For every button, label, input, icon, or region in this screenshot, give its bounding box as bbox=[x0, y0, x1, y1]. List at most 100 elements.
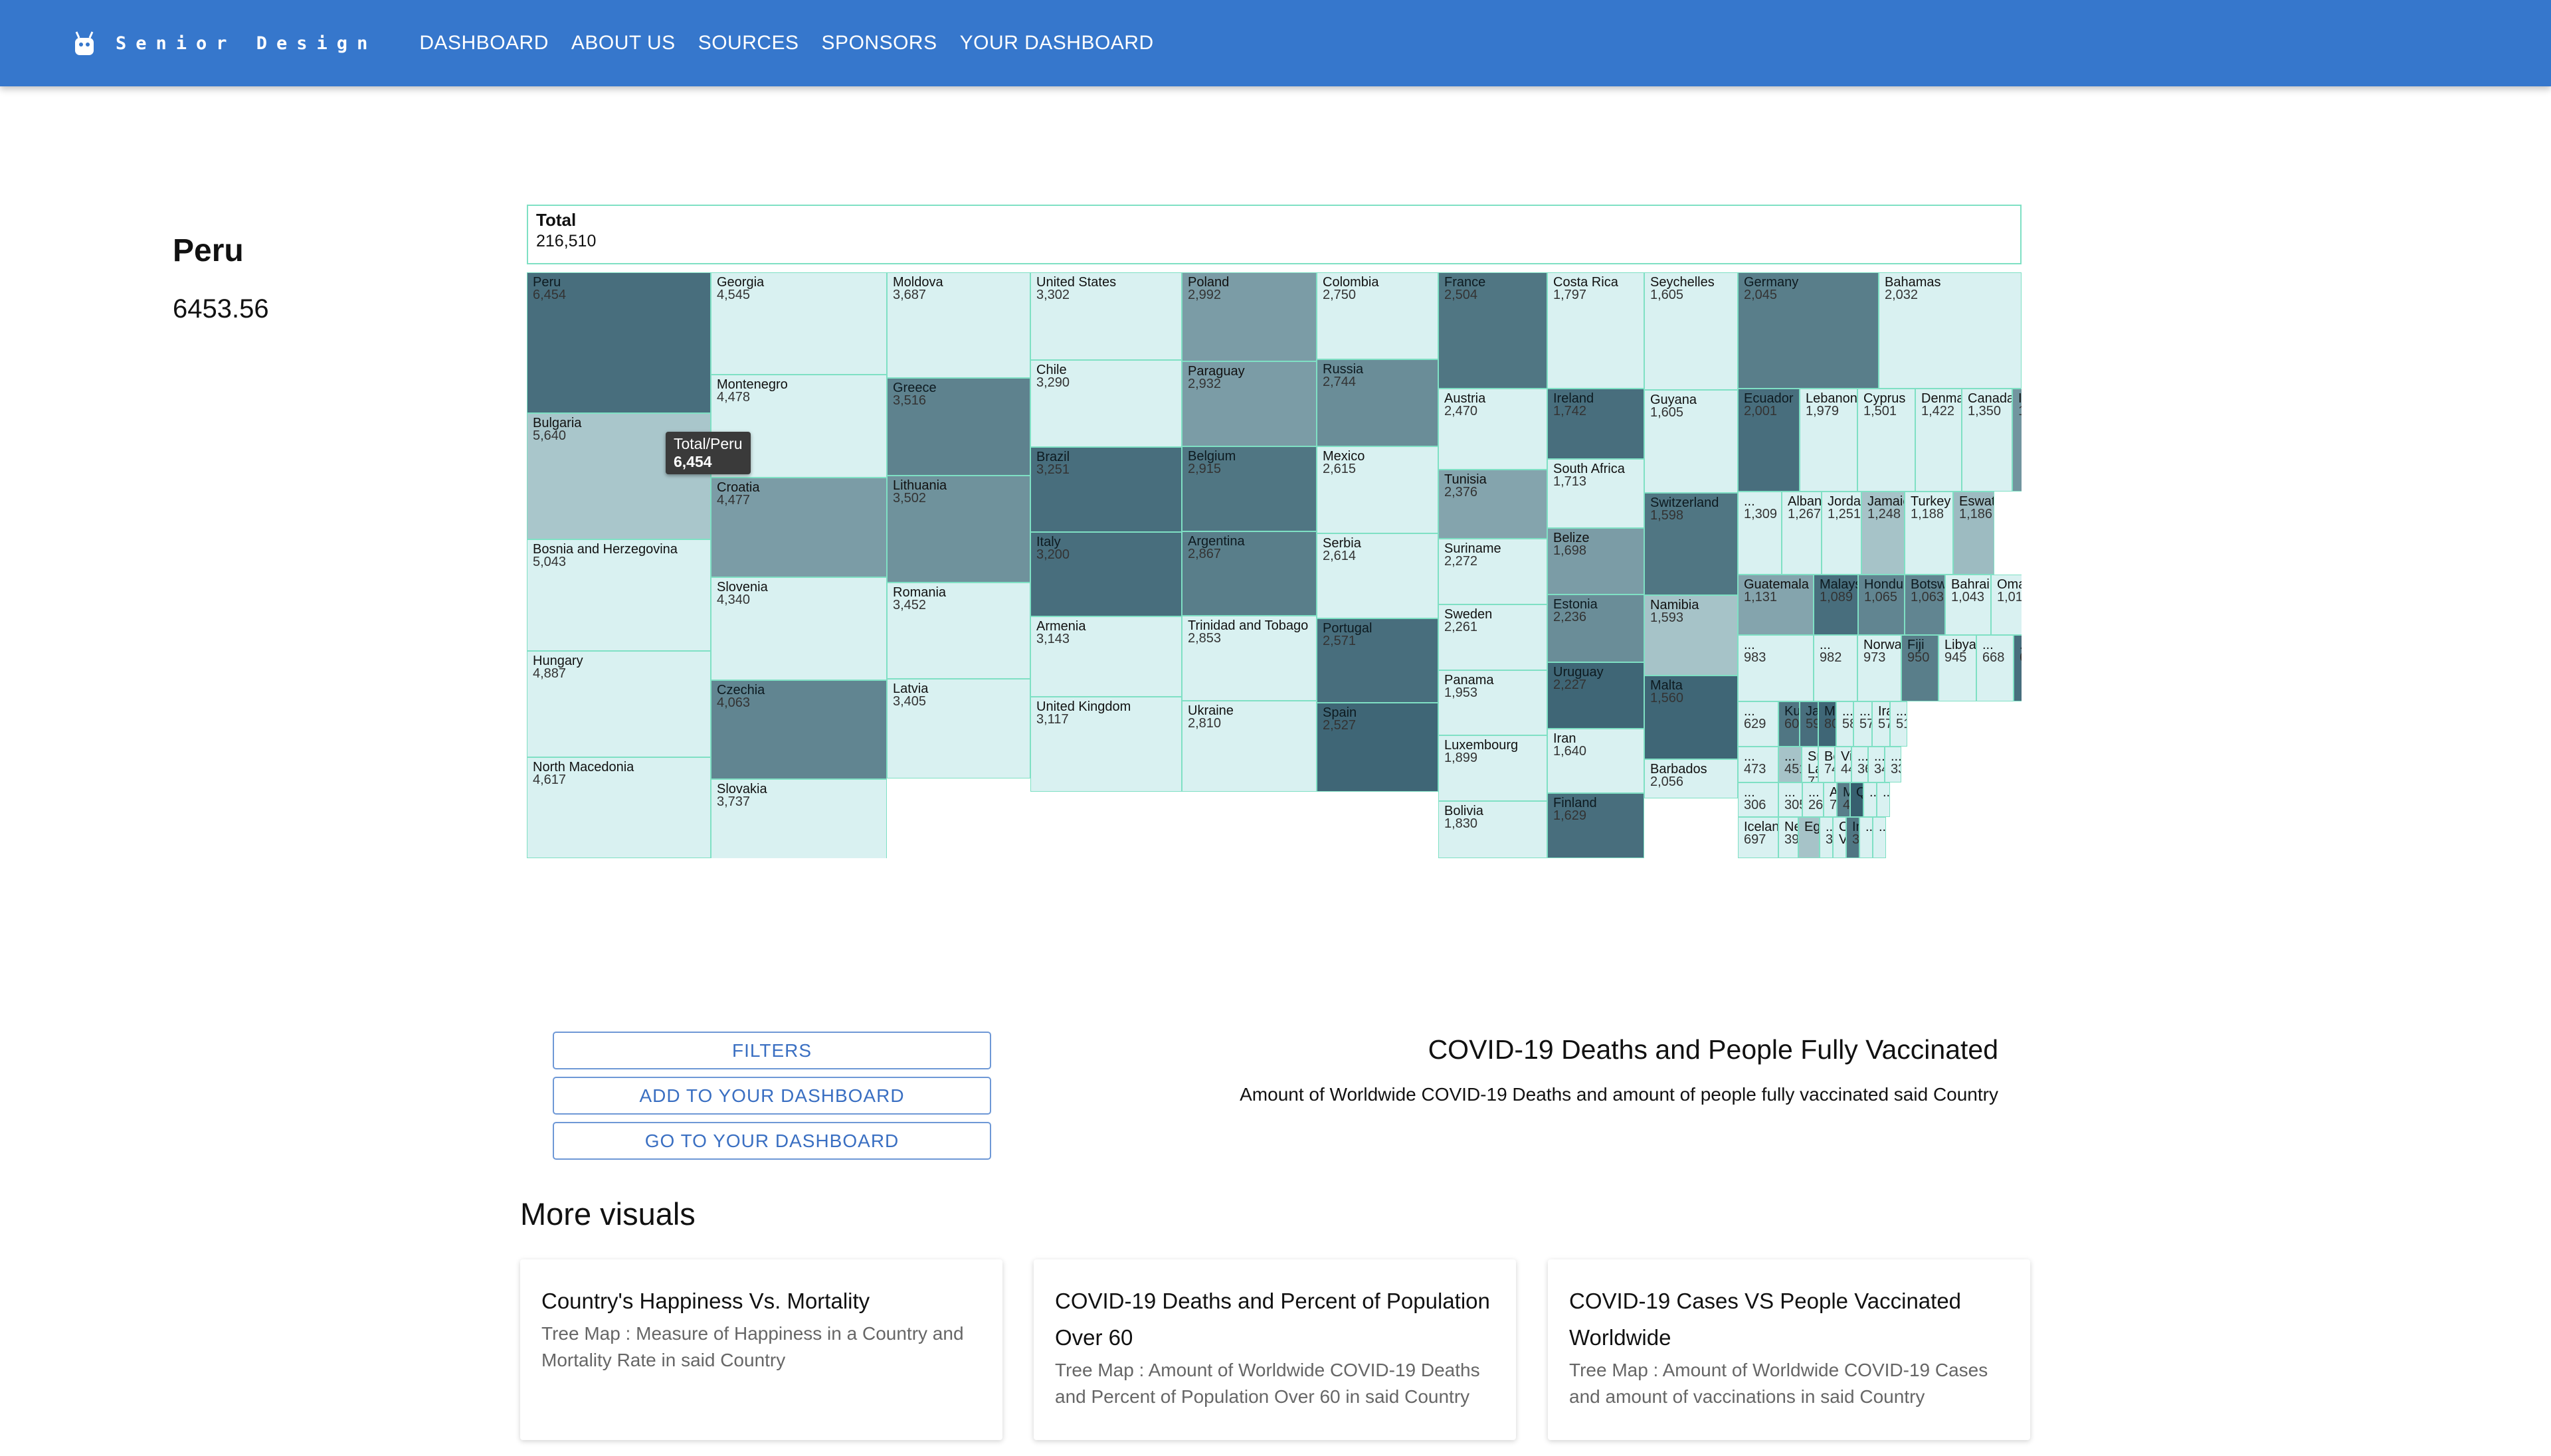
treemap-cell[interactable]: Israel1,311 bbox=[2012, 389, 2022, 492]
treemap-cell[interactable]: Fiji 950 bbox=[1901, 635, 1938, 701]
treemap-cell[interactable]: Kuwait602 bbox=[1778, 701, 1800, 747]
treemap-cell[interactable]: ...451 bbox=[1778, 747, 1802, 782]
treemap-cell[interactable]: Nepal393 bbox=[1778, 817, 1798, 858]
treemap-cell[interactable]: Estonia 2,236 bbox=[1547, 594, 1644, 662]
treemap-cell[interactable]: Slovenia 4,340 bbox=[711, 577, 887, 680]
treemap-cell[interactable]: ... bbox=[1863, 782, 1877, 817]
treemap-cell[interactable]: Denmark1,422 bbox=[1915, 389, 1962, 492]
treemap-cell[interactable]: ... 629 bbox=[1738, 701, 1778, 747]
treemap-cell[interactable]: ...660 bbox=[2014, 635, 2022, 701]
treemap-cell[interactable]: Peru 6,454 bbox=[527, 272, 711, 413]
filters-button[interactable]: FILTERS bbox=[553, 1032, 991, 1069]
treemap-cell[interactable]: Morocco435 bbox=[1837, 782, 1850, 817]
treemap-cell[interactable]: Hungary 4,887 bbox=[527, 651, 711, 757]
treemap-cell[interactable]: Czechia 4,063 bbox=[711, 680, 887, 779]
treemap-cell[interactable]: Serbia 2,614 bbox=[1317, 533, 1438, 618]
treemap-cell[interactable]: Austria 2,470 bbox=[1438, 389, 1547, 470]
treemap-cell[interactable]: ... 473 bbox=[1738, 747, 1778, 782]
treemap-cell[interactable]: Vietnam440 bbox=[1835, 747, 1851, 782]
treemap-cell[interactable]: Spain 2,527 bbox=[1317, 703, 1438, 792]
treemap-cell[interactable]: ... 668 bbox=[1976, 635, 2014, 701]
treemap-cell[interactable]: Jordan1,251 bbox=[1822, 492, 1861, 575]
treemap-cell[interactable]: Chile 3,290 bbox=[1030, 360, 1182, 447]
treemap-cell[interactable]: Armenia 3,143 bbox=[1030, 616, 1182, 697]
treemap-cell[interactable]: Belgium 2,915 bbox=[1182, 446, 1317, 531]
treemap-cell[interactable]: Jamaica1,248 bbox=[1861, 492, 1905, 575]
treemap-cell[interactable]: Ireland 1,742 bbox=[1547, 389, 1644, 459]
treemap-cell[interactable]: United States 3,302 bbox=[1030, 272, 1182, 360]
treemap-cell[interactable]: Oman1,011 bbox=[1991, 575, 2022, 635]
treemap-cell[interactable]: Argentina 2,867 bbox=[1182, 531, 1317, 616]
treemap-cell[interactable]: ...513 bbox=[1890, 701, 1907, 747]
treemap-cell[interactable]: Greece 3,516 bbox=[887, 378, 1030, 476]
treemap-cell[interactable]: France 2,504 bbox=[1438, 272, 1547, 389]
treemap-cell[interactable]: Egypt bbox=[1798, 817, 1820, 858]
treemap-cell[interactable]: Costa Rica 1,797 bbox=[1547, 272, 1644, 389]
treemap-cell[interactable]: Bahrain1,043 bbox=[1945, 575, 1991, 635]
treemap-cell[interactable]: Sri Lanka771 bbox=[1802, 747, 1818, 782]
treemap-cell[interactable]: Namibia 1,593 bbox=[1644, 595, 1738, 676]
treemap-cell[interactable]: Bolivia 1,830 bbox=[1438, 801, 1547, 858]
treemap-cell[interactable]: Honduras1,065 bbox=[1858, 575, 1905, 635]
treemap-cell[interactable]: Lithuania 3,502 bbox=[887, 476, 1030, 583]
treemap-cell[interactable]: ... bbox=[1873, 817, 1886, 858]
treemap-cell[interactable]: Barbados 2,056 bbox=[1644, 759, 1738, 798]
treemap-cell[interactable]: Malaysia1,089 bbox=[1814, 575, 1858, 635]
treemap-cell[interactable]: ...574 bbox=[1853, 701, 1872, 747]
treemap-cell[interactable]: Iran 1,640 bbox=[1547, 729, 1644, 793]
treemap-cell[interactable]: Canada 1,350 bbox=[1962, 389, 2012, 492]
treemap-cell[interactable]: ...336 bbox=[1885, 747, 1901, 782]
treemap-cell[interactable]: ... 1,309 bbox=[1738, 492, 1782, 575]
treemap-cell[interactable]: ...360 bbox=[1851, 747, 1868, 782]
treemap-cell[interactable]: Georgia 4,545 bbox=[711, 272, 887, 375]
treemap-cell[interactable]: Botswana1,063 bbox=[1905, 575, 1945, 635]
nav-sources[interactable]: SOURCES bbox=[698, 32, 799, 54]
treemap-cell[interactable]: Australia745 bbox=[1824, 782, 1837, 817]
treemap-cell[interactable]: ... 982 bbox=[1814, 635, 1857, 701]
treemap-cell[interactable]: Suriname 2,272 bbox=[1438, 539, 1547, 604]
treemap-cell[interactable]: Libya 945 bbox=[1938, 635, 1976, 701]
treemap-cell[interactable]: Uruguay 2,227 bbox=[1547, 662, 1644, 729]
treemap-cell[interactable]: Moldova 3,687 bbox=[887, 272, 1030, 378]
treemap-cell[interactable]: Iraq570 bbox=[1872, 701, 1890, 747]
treemap-cell[interactable]: Cape Verde bbox=[1833, 817, 1846, 858]
treemap-cell[interactable]: Croatia 4,477 bbox=[711, 478, 887, 577]
treemap-cell[interactable]: Albania1,267 bbox=[1782, 492, 1822, 575]
treemap-cell[interactable]: Ukraine 2,810 bbox=[1182, 701, 1317, 792]
treemap-cell[interactable]: Bosnia and Herzegovina 5,043 bbox=[527, 539, 711, 651]
treemap-root-total[interactable]: Total 216,510 bbox=[527, 205, 2022, 264]
treemap-cell[interactable]: Eswatini1,186 bbox=[1953, 492, 1994, 575]
treemap-cell[interactable]: Trinidad and Tobago 2,853 bbox=[1182, 616, 1317, 701]
treemap-cell[interactable]: ... bbox=[1877, 782, 1890, 817]
visual-card[interactable]: COVID-19 Cases VS People Vaccinated Worl… bbox=[1548, 1259, 2030, 1440]
nav-dashboard[interactable]: DASHBOARD bbox=[419, 32, 549, 54]
nav-sponsors[interactable]: SPONSORS bbox=[821, 32, 937, 54]
treemap-cell[interactable]: ... bbox=[1859, 817, 1873, 858]
treemap-cell[interactable]: Luxembourg 1,899 bbox=[1438, 735, 1547, 801]
treemap-cell[interactable]: Romania 3,452 bbox=[887, 583, 1030, 679]
treemap-cell[interactable]: Tunisia 2,376 bbox=[1438, 470, 1547, 539]
treemap-cell[interactable]: Belarus747 bbox=[1818, 747, 1835, 782]
treemap-cell[interactable]: Portugal 2,571 bbox=[1317, 618, 1438, 703]
treemap-cell[interactable]: Slovakia 3,737 bbox=[711, 779, 887, 858]
visual-card[interactable]: COVID-19 Deaths and Percent of Populatio… bbox=[1034, 1259, 1516, 1440]
nav-about-us[interactable]: ABOUT US bbox=[571, 32, 676, 54]
treemap-cell[interactable]: Cyprus 1,501 bbox=[1857, 389, 1915, 492]
treemap-cell[interactable]: ...305 bbox=[1778, 782, 1802, 817]
treemap-cell[interactable]: ... 983 bbox=[1738, 635, 1814, 701]
treemap-cell[interactable]: North Macedonia 4,617 bbox=[527, 757, 711, 858]
treemap-cell[interactable]: Guyana 1,605 bbox=[1644, 390, 1738, 493]
treemap-cell[interactable]: Mauritius803 bbox=[1818, 701, 1836, 747]
treemap-cell[interactable]: India375 bbox=[1846, 817, 1859, 858]
treemap-cell[interactable]: Norway973 bbox=[1857, 635, 1901, 701]
treemap-cell[interactable]: ...348 bbox=[1868, 747, 1885, 782]
treemap-cell[interactable]: Lebanon 1,979 bbox=[1800, 389, 1857, 492]
treemap-cell[interactable]: Italy 3,200 bbox=[1030, 532, 1182, 616]
treemap-cell[interactable]: United Kingdom 3,117 bbox=[1030, 697, 1182, 792]
treemap-cell[interactable]: Russia 2,744 bbox=[1317, 359, 1438, 446]
treemap-cell[interactable]: Seychelles 1,605 bbox=[1644, 272, 1738, 390]
treemap-cell[interactable]: Turkey 1,188 bbox=[1905, 492, 1953, 575]
treemap-cell[interactable]: Germany 2,045 bbox=[1738, 272, 1879, 389]
treemap-cell[interactable]: Guatemala 1,131 bbox=[1738, 575, 1814, 635]
treemap-cell[interactable]: Ecuador 2,001 bbox=[1738, 389, 1800, 492]
